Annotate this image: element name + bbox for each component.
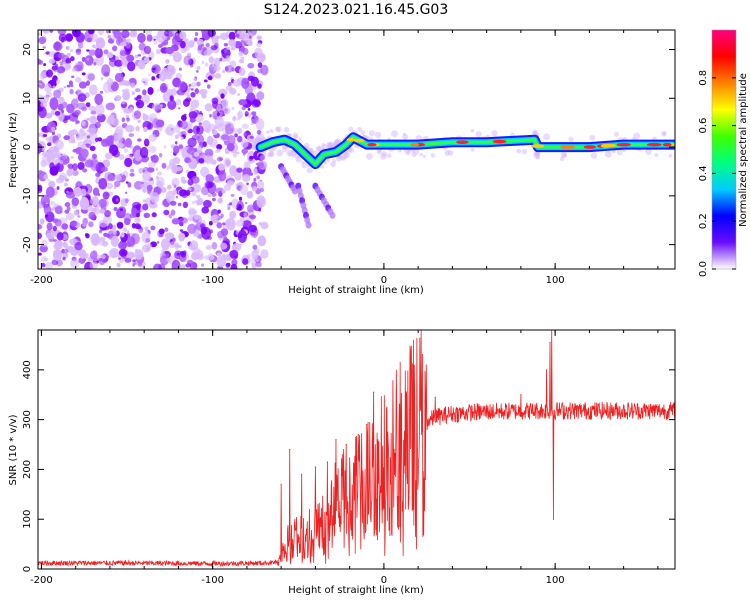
signal-hotspot	[560, 145, 576, 149]
y-tick-label: 200	[22, 460, 33, 479]
y-tick-label: 20	[22, 43, 33, 56]
x-tick-label: -100	[201, 575, 224, 586]
signal-hotspot	[367, 142, 377, 147]
signal-track-layer	[255, 126, 675, 174]
side-lobe-blob	[329, 211, 336, 219]
y-tick-label: -20	[22, 236, 33, 252]
colorbar-tick-label: 0.4	[698, 165, 709, 181]
signal-hotspot	[456, 140, 469, 144]
signal-hotspot	[664, 142, 672, 147]
snr-spike-point	[545, 369, 548, 371]
signal-hotspot	[616, 142, 631, 147]
snr-spike-point	[366, 424, 368, 426]
colorbar-label: Normalized spectral amplitude	[738, 73, 749, 227]
colorbar-tick-label: 0.0	[698, 261, 709, 277]
signal-hotspot	[600, 144, 610, 148]
snr-spike-point	[345, 443, 347, 446]
x-tick-label: -200	[30, 575, 53, 586]
x-tick-label: -200	[30, 275, 53, 286]
signal-hotspot	[492, 139, 507, 144]
y-tick-label: 10	[22, 92, 33, 105]
spectrogram-y-label: Frequency (Hz)	[8, 112, 19, 188]
snr-spike-point	[400, 414, 402, 416]
noise-speckle-layer	[38, 30, 269, 269]
signal-hotspot	[353, 138, 365, 143]
spectrogram-frame	[37, 29, 676, 270]
spectrogram-x-label: Height of straight line (km)	[288, 285, 424, 296]
snr-series	[38, 330, 675, 568]
colorbar: 0.0 0.2 0.4 0.6 0.8 Normalized spectral ampl…	[698, 29, 749, 277]
snr-spike-point	[373, 391, 375, 393]
signal-hotspot	[410, 142, 420, 147]
snr-spike-point	[289, 448, 291, 451]
signal-hotspot	[646, 142, 662, 147]
colorbar-ticks: 0.0 0.2 0.4 0.6 0.8	[698, 70, 736, 277]
figure-title: S124.2023.021.16.45.G03	[264, 2, 449, 18]
snr-spike-point	[552, 518, 555, 520]
snr-spike-point	[314, 466, 317, 468]
y-tick-label: 100	[22, 510, 33, 529]
snr-spike-point	[549, 341, 551, 344]
snr-spike-point	[520, 394, 522, 396]
spectrogram-x-ticks: -200 -100 0 100	[30, 30, 659, 286]
snr-frame	[37, 329, 676, 570]
x-tick-label: 100	[546, 275, 565, 286]
snr-spike-point	[335, 438, 337, 441]
x-tick-label: 0	[381, 275, 387, 286]
snr-spike-point	[434, 396, 436, 398]
colorbar-tick-label: 0.8	[698, 70, 709, 86]
side-lobe-blob	[305, 221, 312, 229]
spectrogram-y-ticks: -20 -10 0 10 20	[22, 43, 675, 253]
snr-spike-point	[408, 409, 411, 411]
x-tick-label: 0	[381, 575, 387, 586]
colorbar-gradient	[712, 30, 736, 269]
snr-x-ticks: -200 -100 0 100	[30, 330, 659, 586]
snr-y-label: SNR (10 * v/v)	[8, 414, 19, 485]
y-tick-label: 400	[22, 360, 33, 379]
snr-spike-point	[357, 433, 359, 436]
snr-panel: -200 -100 0 100 0 100 200 300 400 Height of str…	[8, 329, 676, 596]
colorbar-tick-label: 0.2	[698, 213, 709, 229]
side-lobe-blob	[291, 187, 298, 195]
snr-x-label: Height of straight line (km)	[288, 585, 424, 596]
signal-hotspot	[530, 144, 545, 148]
x-tick-label: -100	[201, 275, 224, 286]
snr-spike-point	[280, 483, 282, 485]
snr-spike-point	[326, 461, 328, 463]
colorbar-tick-label: 0.6	[698, 118, 709, 134]
snr-spike-point	[301, 473, 303, 475]
y-tick-label: 0	[22, 144, 33, 150]
x-tick-label: 100	[546, 575, 565, 586]
y-tick-label: 300	[22, 410, 33, 429]
side-lobe-layer	[278, 163, 336, 229]
signal-hotspot	[583, 145, 597, 149]
signal-hotspot	[346, 137, 355, 142]
y-tick-label: 0	[22, 566, 33, 572]
snr-line	[38, 330, 675, 568]
y-tick-label: -10	[22, 188, 33, 204]
snr-y-ticks: 0 100 200 300 400	[22, 360, 675, 572]
